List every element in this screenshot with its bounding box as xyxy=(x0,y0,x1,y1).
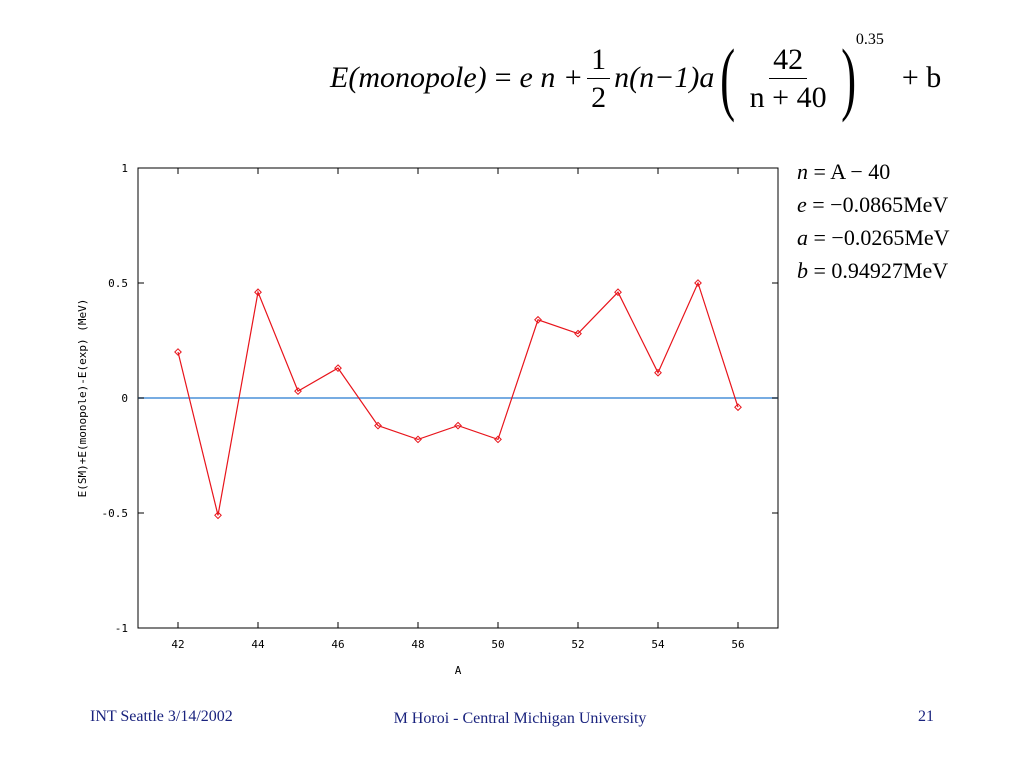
y-tick-label: -1 xyxy=(115,622,128,635)
formula-ratio-fraction: 42 n + 40 xyxy=(746,43,831,114)
formula-half-fraction: 1 2 xyxy=(587,43,611,114)
formula-ratio-denominator: n + 40 xyxy=(749,80,827,114)
data-point-marker xyxy=(214,511,222,520)
y-axis-label: E(SM)+E(monopole)-E(exp) (MeV) xyxy=(76,299,89,498)
y-tick-label: -0.5 xyxy=(102,507,129,520)
x-tick-label: 48 xyxy=(411,638,424,651)
parameter-list: n = A − 40 e = −0.0865MeV a = −0.0265MeV… xyxy=(797,155,950,287)
x-tick-label: 54 xyxy=(651,638,665,651)
formula-term1: e n + xyxy=(519,61,584,94)
formula-lhs: E(monopole) xyxy=(330,61,487,94)
y-tick-label: 1 xyxy=(121,162,128,175)
footer-event: INT Seattle 3/14/2002 xyxy=(90,708,233,725)
x-tick-label: 52 xyxy=(571,638,584,651)
line-chart: -1 -0.5 0 0.5 1 42 44 46 48 50 52 54 56 A E(SM)+E(mono… xyxy=(76,162,779,677)
y-tick-label: 0 xyxy=(121,392,128,405)
data-point-marker xyxy=(614,288,622,297)
data-point-marker xyxy=(734,403,742,412)
monopole-formula: E(monopole) = e n + 1 2 n(n−1)a ( 42 n +… xyxy=(330,28,941,128)
x-tick-label: 56 xyxy=(731,638,744,651)
formula-equals: = xyxy=(494,61,512,94)
x-tick-label: 44 xyxy=(251,638,265,651)
data-point-marker xyxy=(254,288,262,297)
data-point-marker xyxy=(694,279,702,287)
data-point-marker xyxy=(494,435,502,444)
footer-author: M Horoi - Central Michigan University xyxy=(393,710,647,727)
param-a: a = −0.0265MeV xyxy=(797,225,950,250)
data-point-marker xyxy=(334,364,342,373)
x-tick-label: 42 xyxy=(171,638,184,651)
data-point-marker xyxy=(574,329,582,338)
data-point-marker xyxy=(174,348,182,356)
data-point-marker xyxy=(294,387,302,396)
formula-open-paren: ( xyxy=(720,32,736,123)
formula-term2: n(n−1)a xyxy=(614,61,715,94)
param-n: n = A − 40 xyxy=(797,159,891,184)
formula-close-paren: ) xyxy=(840,32,856,123)
x-tick-label: 46 xyxy=(331,638,344,651)
formula-half-numerator: 1 xyxy=(587,43,611,79)
formula-exponent: 0.35 xyxy=(855,31,884,48)
x-axis-label: A xyxy=(455,664,462,677)
x-tick-label: 50 xyxy=(491,638,504,651)
data-point-marker xyxy=(534,315,542,324)
formula-tail: + b xyxy=(901,61,942,94)
data-point-marker xyxy=(374,421,382,430)
footer-page-number: 21 xyxy=(918,708,934,725)
formula-half-denominator: 2 xyxy=(591,80,607,114)
param-e: e = −0.0865MeV xyxy=(797,192,949,217)
data-point-marker xyxy=(414,435,422,444)
param-b: b = 0.94927MeV xyxy=(797,258,949,283)
data-point-marker xyxy=(454,421,462,430)
series-line xyxy=(177,281,739,516)
data-point-marker xyxy=(654,368,662,377)
formula-ratio-numerator: 42 xyxy=(769,43,808,79)
y-tick-label: 0.5 xyxy=(108,277,128,290)
